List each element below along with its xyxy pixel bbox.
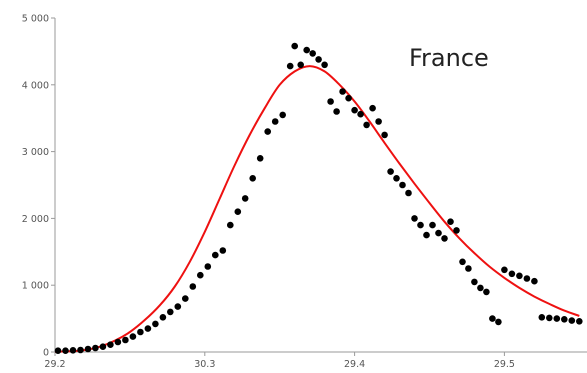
data-point (99, 343, 107, 351)
axes (54, 18, 587, 353)
fit-curve (54, 65, 580, 353)
x-tick-label: 29.2 (44, 359, 65, 370)
y-ticks: 0 1 000 2 000 3 000 4 000 5 000 (22, 14, 55, 359)
data-point (568, 317, 576, 324)
data-point (453, 227, 460, 234)
data-point (137, 328, 144, 336)
data-point (77, 346, 84, 354)
data-point (369, 104, 376, 112)
y-tick-label: 0 (43, 348, 49, 359)
data-point (351, 106, 358, 114)
data-point (405, 189, 412, 197)
data-point (333, 108, 340, 115)
data-point (576, 318, 583, 325)
x-tick-label: 29.5 (494, 359, 515, 370)
data-point (435, 229, 442, 237)
data-point (62, 347, 69, 355)
data-point (417, 221, 424, 229)
data-point (423, 231, 430, 239)
data-point (459, 258, 466, 266)
data-point (381, 131, 388, 139)
data-point (375, 118, 382, 125)
data-point (129, 333, 137, 340)
data-point (483, 288, 490, 296)
data-point (152, 320, 159, 328)
data-point (508, 270, 516, 278)
x-ticks: 29.2 30.3 29.4 29.5 (44, 352, 515, 370)
data-point (182, 295, 189, 302)
data-point (227, 221, 234, 229)
chart-title: France (409, 44, 489, 72)
data-point (271, 118, 279, 125)
data-point (303, 46, 311, 54)
data-point (538, 314, 546, 321)
data-point (489, 315, 496, 322)
data-point (553, 315, 561, 322)
data-point (546, 314, 553, 322)
data-point (159, 314, 167, 321)
y-tick-label: 2 000 (22, 214, 49, 225)
data-point (501, 266, 508, 274)
data-point (92, 344, 99, 352)
data-point (286, 62, 294, 70)
data-point (241, 195, 249, 202)
data-point (144, 325, 152, 332)
data-point (471, 278, 478, 286)
data-point (495, 318, 502, 326)
data-point (516, 272, 523, 280)
data-point (114, 338, 122, 346)
x-tick-label: 30.3 (194, 359, 215, 370)
data-point (189, 283, 197, 290)
data-point (297, 61, 305, 69)
data-point (387, 168, 394, 175)
data-point (315, 56, 322, 63)
data-point (69, 347, 77, 354)
data-point (309, 50, 317, 57)
x-tick-label: 29.4 (344, 359, 365, 370)
data-point (291, 42, 299, 50)
data-point (441, 235, 448, 242)
data-point (256, 155, 264, 162)
y-tick-label: 3 000 (22, 147, 49, 158)
data-point (107, 341, 114, 349)
data-point (249, 175, 256, 182)
data-point (523, 275, 531, 282)
data-point (339, 88, 346, 95)
data-point (219, 247, 227, 254)
data-point (327, 98, 334, 105)
data-point (212, 251, 219, 259)
y-tick-label: 1 000 (22, 281, 49, 292)
data-point (411, 215, 418, 222)
data-point (122, 336, 129, 344)
data-point (357, 110, 364, 118)
y-tick-label: 4 000 (22, 80, 49, 91)
data-point (84, 345, 92, 353)
data-point (204, 263, 212, 270)
data-point (174, 303, 182, 310)
data-point (363, 121, 370, 129)
data-point (429, 221, 436, 229)
data-point (54, 347, 62, 355)
data-point (197, 271, 204, 279)
data-point (447, 218, 454, 225)
data-point (345, 94, 352, 102)
data-point (234, 208, 242, 215)
data-point (399, 181, 406, 189)
data-point (393, 175, 400, 182)
data-points (54, 42, 583, 355)
y-tick-label: 5 000 (22, 14, 49, 25)
data-point (561, 316, 568, 323)
data-point (167, 308, 174, 316)
data-point (321, 61, 328, 69)
data-point (264, 128, 272, 135)
data-point (531, 277, 538, 285)
data-point (465, 265, 472, 272)
data-point (477, 284, 484, 292)
data-point (279, 111, 287, 119)
